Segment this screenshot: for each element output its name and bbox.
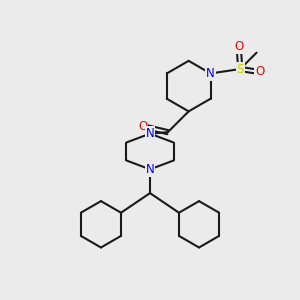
Text: N: N <box>146 163 154 176</box>
Text: O: O <box>234 40 243 53</box>
Text: N: N <box>146 127 154 140</box>
Text: S: S <box>237 62 244 76</box>
Text: O: O <box>138 120 147 133</box>
Text: O: O <box>255 65 264 79</box>
Text: N: N <box>206 67 215 80</box>
